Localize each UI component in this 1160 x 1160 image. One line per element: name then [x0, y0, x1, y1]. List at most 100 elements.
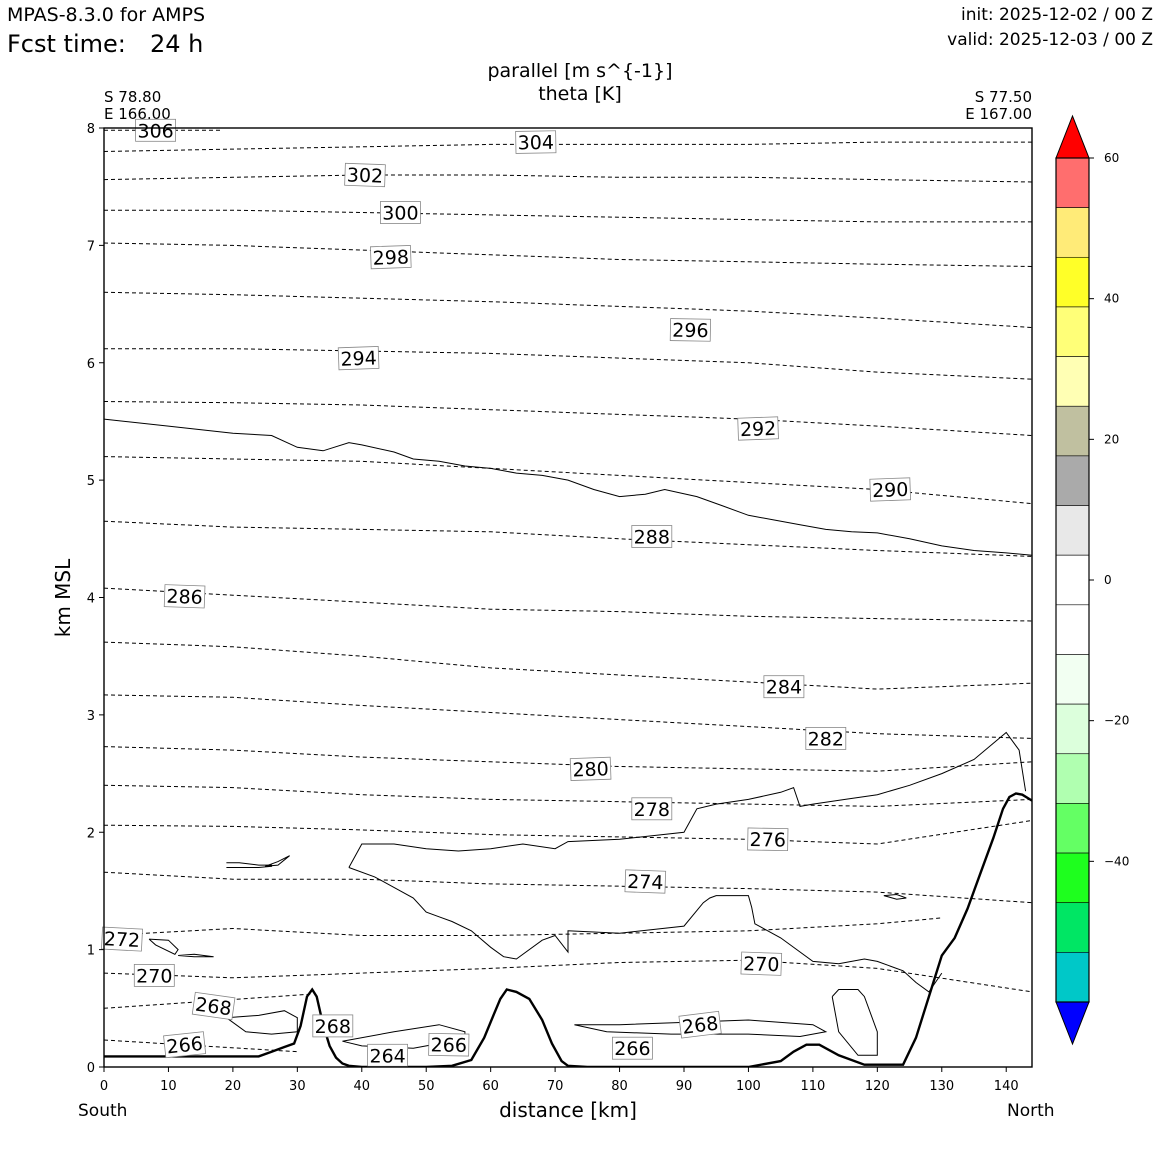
wind-zero-contour-3	[226, 862, 273, 868]
theta-contour-282	[104, 694, 1032, 739]
theta-label-text: 298	[372, 246, 409, 269]
theta-label-298: 298	[370, 244, 412, 270]
x-tick-label: 110	[800, 1079, 825, 1094]
theta-label-282: 282	[805, 727, 847, 750]
forecast-time-value: 24 h	[150, 30, 204, 58]
x-tick-label: 90	[676, 1079, 693, 1094]
y-tick-label: 6	[87, 357, 95, 372]
theta-label-text: 288	[634, 527, 670, 549]
x-axis-label: distance [km]	[499, 1098, 637, 1122]
colorbar-tick-label: 0	[1104, 573, 1112, 587]
theta-contour-272	[104, 917, 942, 936]
theta-label-text: 270	[743, 953, 780, 976]
colorbar-segment	[1055, 554, 1090, 606]
x-tick-label: 60	[482, 1079, 499, 1094]
forecast-time-label: Fcst time:	[7, 30, 126, 58]
theta-label-274: 274	[624, 869, 667, 894]
theta-label-text: 292	[740, 418, 777, 441]
theta-label-text: 290	[872, 479, 909, 502]
theta-label-text: 274	[627, 871, 664, 894]
theta-label-text: 284	[766, 677, 802, 699]
wind-zero-contour-7	[883, 893, 907, 900]
theta-contour-300	[104, 209, 1032, 223]
left-endpoint-lat: S 78.80	[104, 88, 162, 106]
theta-label-286: 286	[163, 584, 206, 609]
y-tick-label: 2	[87, 826, 95, 841]
south-label: South	[78, 1101, 128, 1121]
theta-label-294: 294	[337, 345, 380, 371]
theta-label-text: 276	[749, 829, 786, 852]
colorbar-segment	[1055, 207, 1090, 258]
colorbar-segment	[1055, 505, 1090, 556]
colorbar-tick-label: 60	[1104, 151, 1119, 165]
theta-label-text: 300	[382, 203, 418, 225]
colorbar-segment	[1055, 405, 1090, 457]
y-tick-label: 8	[87, 122, 95, 137]
y-tick-label: 5	[87, 474, 95, 489]
theta-label-268: 268	[191, 991, 236, 1020]
wind-zero-contour-11	[574, 1019, 828, 1038]
y-tick-label: 4	[87, 592, 95, 607]
theta-label-text: 280	[572, 758, 609, 781]
theta-label-306: 306	[135, 118, 177, 142]
theta-contour-270	[104, 959, 1032, 993]
theta-label-302: 302	[344, 162, 386, 188]
wind-zero-contour-4	[264, 855, 290, 867]
x-tick-label: 50	[418, 1079, 435, 1094]
theta-contour-292	[104, 401, 1032, 436]
init-time: init: 2025-12-02 / 00 Z	[960, 5, 1153, 25]
colorbar-tick-label: −40	[1104, 854, 1129, 868]
wind-zero-contour-6	[178, 953, 214, 958]
valid-time: valid: 2025-12-03 / 00 Z	[947, 30, 1153, 50]
colorbar-bottom-extension	[1055, 1001, 1090, 1046]
theta-label-text: 306	[137, 120, 173, 142]
theta-contour-288	[104, 520, 1032, 557]
x-tick-label: 10	[160, 1079, 177, 1094]
theta-contour-298	[104, 242, 1032, 267]
theta-label-266: 266	[163, 1031, 207, 1059]
theta-label-284: 284	[763, 675, 805, 699]
theta-contour-294	[104, 348, 1032, 380]
wind-zero-contour-5	[148, 938, 179, 955]
theta-label-text: 270	[136, 965, 172, 987]
theta-label-text: 296	[672, 320, 709, 343]
colorbar-segment	[1055, 256, 1090, 308]
theta-label-280: 280	[569, 756, 612, 782]
theta-contour-280	[104, 746, 1032, 772]
right-endpoint-lon: E 167.00	[965, 105, 1032, 123]
theta-contour-286	[104, 587, 1032, 622]
left-endpoint-lon: E 166.00	[104, 105, 171, 123]
colorbar-tick-label: 20	[1104, 432, 1119, 446]
x-tick-label: 80	[611, 1079, 628, 1094]
colorbar-segment	[1055, 803, 1090, 854]
theta-label-text: 286	[166, 586, 203, 609]
colorbar-top-extension	[1055, 114, 1090, 159]
theta-label-text: 278	[634, 799, 670, 821]
theta-label-text: 268	[681, 1013, 720, 1039]
x-tick-label: 70	[547, 1079, 564, 1094]
axes-layer: 0 10 20 30 40 50 60 70 80 90 100 110 120 130 140 0 1 2 3 4 5…	[87, 122, 1033, 1094]
theta-label-270: 270	[133, 964, 175, 987]
theta-label-text: 268	[315, 1016, 351, 1038]
theta-label-text: 304	[517, 132, 554, 155]
theta-label-text: 266	[430, 1034, 467, 1057]
contour-labels-layer: 304 302 300 298 296 294 292 290 288 286 284 282 280 2…	[101, 118, 911, 1067]
wind-zero-contour-2	[348, 867, 943, 993]
theta-contour-266	[104, 1039, 298, 1053]
theta-label-270: 270	[740, 951, 783, 976]
colorbar-segment	[1055, 654, 1090, 705]
y-tick-label: 7	[87, 239, 95, 254]
x-tick-label: 100	[736, 1079, 761, 1094]
north-label: North	[1007, 1101, 1055, 1121]
theta-label-300: 300	[379, 201, 421, 225]
theta-label-292: 292	[737, 416, 779, 441]
colorbar-tick-label: −20	[1104, 714, 1129, 728]
theta-label-text: 272	[103, 928, 140, 952]
colorbar-segment	[1055, 902, 1090, 953]
theta-label-266: 266	[612, 1036, 653, 1060]
y-tick-label: 0	[87, 1061, 95, 1076]
theta-label-text: 264	[369, 1045, 405, 1067]
y-tick-label: 1	[87, 944, 95, 959]
wind-zero-contour-8	[831, 989, 878, 1056]
